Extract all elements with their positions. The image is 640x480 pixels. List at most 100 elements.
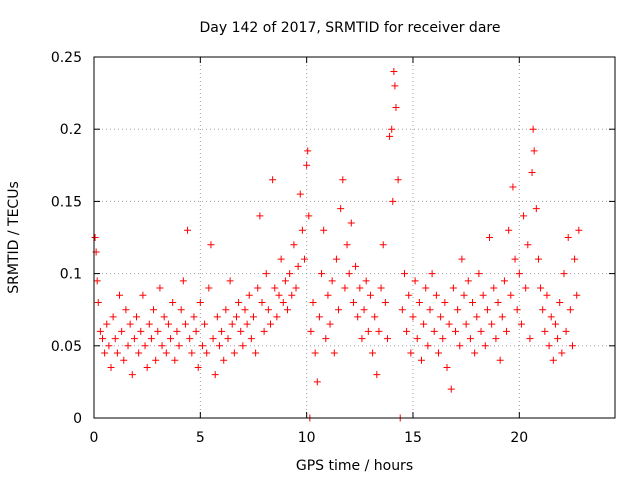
data-point — [341, 284, 349, 292]
data-point — [162, 349, 170, 357]
data-point — [271, 284, 279, 292]
data-point — [568, 342, 576, 350]
data-point — [235, 298, 243, 306]
data-point — [290, 241, 298, 249]
plot-frame — [93, 56, 616, 419]
data-point — [566, 306, 574, 314]
data-point — [228, 320, 236, 328]
data-point — [354, 313, 362, 321]
data-point — [530, 147, 538, 155]
data-point — [473, 313, 481, 321]
data-point — [256, 212, 264, 220]
y-tick-label: 0.1 — [60, 267, 82, 283]
data-point — [490, 284, 498, 292]
data-point — [307, 327, 315, 335]
data-point — [237, 327, 245, 335]
data-point — [573, 291, 581, 299]
data-point — [483, 306, 491, 314]
data-point — [211, 371, 219, 379]
data-point — [311, 349, 319, 357]
data-point — [364, 327, 372, 335]
data-point — [445, 320, 453, 328]
data-point — [524, 241, 532, 249]
data-point — [232, 313, 240, 321]
data-point — [332, 255, 340, 263]
data-point — [275, 291, 283, 299]
data-point — [500, 277, 508, 285]
data-point — [507, 291, 515, 299]
data-point — [405, 291, 413, 299]
data-point — [381, 298, 389, 306]
data-point — [454, 306, 462, 314]
data-point — [158, 342, 166, 350]
data-point — [534, 255, 542, 263]
data-point — [475, 270, 483, 278]
data-point — [93, 277, 101, 285]
data-point — [360, 306, 368, 314]
y-tick-label: 0.2 — [60, 122, 82, 138]
data-point — [124, 342, 132, 350]
data-point — [305, 212, 313, 220]
data-point — [371, 313, 379, 321]
data-point — [315, 313, 323, 321]
data-point — [303, 161, 311, 169]
data-point — [539, 306, 547, 314]
data-point — [509, 183, 517, 191]
data-point — [349, 298, 357, 306]
data-point — [179, 277, 187, 285]
data-point — [218, 327, 226, 335]
axis-ticks — [93, 56, 615, 419]
data-point — [239, 342, 247, 350]
data-point — [366, 291, 374, 299]
data-point — [190, 313, 198, 321]
data-point — [198, 342, 206, 350]
data-point — [356, 284, 364, 292]
data-point — [264, 306, 272, 314]
data-points — [91, 67, 583, 422]
data-point — [437, 313, 445, 321]
x-axis-label: GPS time / hours — [296, 458, 413, 474]
data-point — [252, 349, 260, 357]
data-point — [167, 335, 175, 343]
data-point — [262, 270, 270, 278]
data-point — [141, 342, 149, 350]
data-point — [156, 284, 164, 292]
data-point — [422, 284, 430, 292]
data-point — [220, 356, 228, 364]
data-point — [152, 356, 160, 364]
data-point — [288, 291, 296, 299]
data-point — [175, 342, 183, 350]
data-point — [292, 284, 300, 292]
data-point — [481, 342, 489, 350]
data-point — [111, 335, 119, 343]
data-point — [417, 356, 425, 364]
data-point — [122, 306, 130, 314]
data-point — [103, 320, 111, 328]
data-point — [279, 298, 287, 306]
data-point — [441, 298, 449, 306]
data-point — [181, 320, 189, 328]
data-point — [254, 284, 262, 292]
data-point — [443, 363, 451, 371]
data-point — [139, 291, 147, 299]
y-axis-label: SRMTID / TECUs — [6, 181, 22, 294]
data-point — [362, 277, 370, 285]
data-point — [439, 335, 447, 343]
data-point — [113, 349, 121, 357]
data-point — [415, 298, 423, 306]
data-point — [488, 320, 496, 328]
data-point — [513, 306, 521, 314]
data-point — [215, 342, 223, 350]
data-point — [209, 335, 217, 343]
data-point — [304, 147, 312, 155]
data-point — [160, 313, 168, 321]
data-point — [358, 335, 366, 343]
data-point — [96, 327, 104, 335]
data-point — [241, 306, 249, 314]
data-point — [107, 363, 115, 371]
tick-labels: 0 0.05 0.1 0.15 0.2 0.25 0 5 10 15 20 — [51, 50, 528, 446]
data-point — [258, 298, 266, 306]
data-point — [522, 284, 530, 292]
data-point — [101, 349, 109, 357]
data-point — [449, 284, 457, 292]
